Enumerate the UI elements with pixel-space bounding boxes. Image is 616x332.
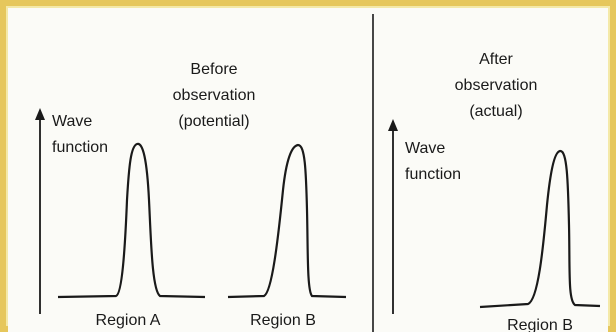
- region-a-wave-curve: [57, 142, 206, 299]
- right-title-line2: observation: [455, 77, 538, 94]
- region-b-wave-curve-left: [227, 143, 347, 299]
- left-title-line3: (potential): [178, 113, 249, 130]
- right-title-line3: (actual): [469, 103, 522, 120]
- right-axis-label-line2: function: [405, 166, 461, 183]
- right-axis-label-line1: Wave: [405, 140, 445, 157]
- left-region-b-label: Region B: [250, 312, 316, 329]
- right-title-line1: After: [479, 51, 513, 68]
- left-region-a-label: Region A: [96, 312, 161, 329]
- right-y-axis-arrow-icon: [388, 119, 398, 131]
- left-axis-label-line2: function: [52, 139, 108, 156]
- left-title-line2: observation: [173, 87, 256, 104]
- right-region-b-label: Region B: [507, 317, 573, 332]
- left-axis-label-line1: Wave: [52, 113, 92, 130]
- region-b-wave-curve-right: [479, 149, 601, 309]
- left-title-line1: Before: [190, 61, 237, 78]
- left-y-axis-arrow-icon: [35, 108, 45, 120]
